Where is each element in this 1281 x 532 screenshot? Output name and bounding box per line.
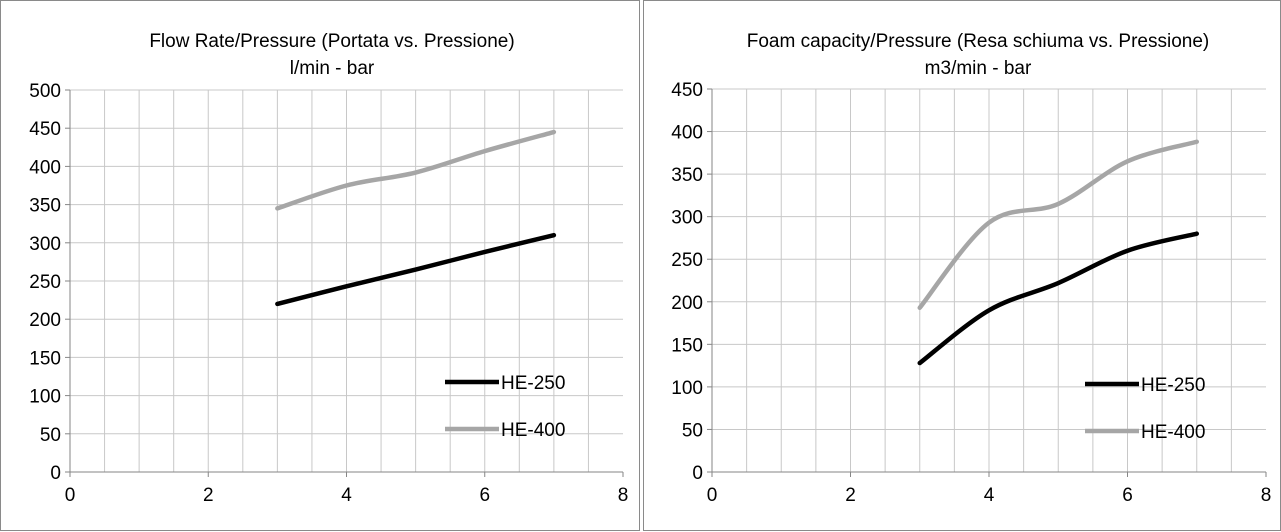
- chart-panel-flow-rate: Flow Rate/Pressure (Portata vs. Pression…: [0, 0, 640, 531]
- y-tick-label: 100: [29, 387, 61, 408]
- legend-label-he-400: HE-400: [1141, 422, 1205, 443]
- y-tick-label: 450: [29, 119, 61, 140]
- y-tick-label: 250: [29, 272, 61, 293]
- series-line-he-250: [275, 232, 557, 307]
- y-tick-label: 400: [29, 157, 61, 178]
- x-tick-label: 2: [203, 485, 214, 506]
- series-line-he-400: [275, 129, 557, 211]
- y-tick-label: 450: [671, 80, 703, 101]
- x-tick-label: 4: [341, 485, 352, 506]
- y-tick-label: 150: [29, 348, 61, 369]
- chart-subtitle: m3/min - bar: [925, 58, 1032, 79]
- y-tick-label: 150: [671, 335, 703, 356]
- chart-panel-foam-capacity: Foam capacity/Pressure (Resa schiuma vs.…: [643, 0, 1281, 531]
- x-tick-label: 4: [984, 485, 995, 506]
- y-tick-label: 0: [50, 463, 61, 484]
- y-tick-label: 0: [692, 463, 703, 484]
- y-tick-label: 250: [671, 250, 703, 271]
- x-tick-label: 0: [707, 485, 718, 506]
- chart-title: Foam capacity/Pressure (Resa schiuma vs.…: [747, 31, 1210, 52]
- y-tick-label: 50: [40, 425, 61, 446]
- legend-label-he-400: HE-400: [501, 420, 565, 441]
- y-tick-label: 350: [29, 196, 61, 217]
- x-tick-label: 8: [618, 485, 629, 506]
- x-tick-label: 2: [845, 485, 856, 506]
- y-tick-label: 200: [29, 310, 61, 331]
- series-line-he-250: [917, 231, 1199, 366]
- y-tick-label: 350: [671, 165, 703, 186]
- x-tick-label: 6: [479, 485, 490, 506]
- y-tick-label: 300: [29, 234, 61, 255]
- legend-label-he-250: HE-250: [501, 373, 565, 394]
- legend-label-he-250: HE-250: [1141, 375, 1205, 396]
- chart-title: Flow Rate/Pressure (Portata vs. Pression…: [149, 31, 514, 52]
- flow-rate-chart: Flow Rate/Pressure (Portata vs. Pression…: [29, 31, 629, 506]
- y-tick-label: 100: [671, 378, 703, 399]
- foam-capacity-chart: Foam capacity/Pressure (Resa schiuma vs.…: [671, 31, 1272, 506]
- x-tick-label: 0: [65, 485, 76, 506]
- y-tick-label: 500: [29, 81, 61, 102]
- x-tick-label: 6: [1122, 485, 1133, 506]
- chart-subtitle: l/min - bar: [290, 58, 375, 79]
- series-line-he-400: [917, 139, 1199, 310]
- y-tick-label: 300: [671, 208, 703, 229]
- y-tick-label: 50: [682, 420, 703, 441]
- y-tick-label: 200: [671, 293, 703, 314]
- y-tick-label: 400: [671, 123, 703, 144]
- x-tick-label: 8: [1261, 485, 1272, 506]
